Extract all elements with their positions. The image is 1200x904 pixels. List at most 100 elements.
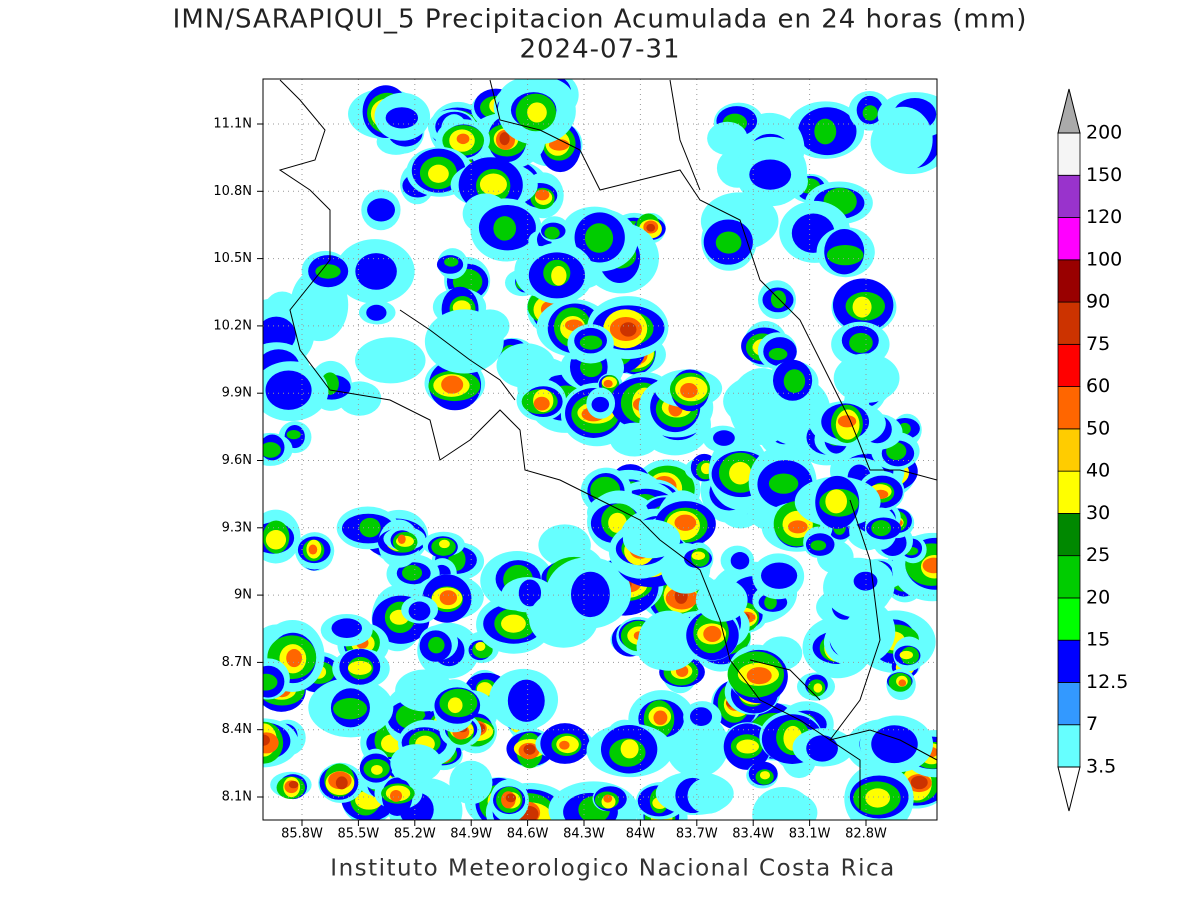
precip-cell [456,133,470,145]
precip-cell [371,764,383,775]
precip-cell [444,257,459,267]
precip-cell [579,335,603,350]
precip-cell [390,744,442,783]
lat-tick-label: 8.1N [222,790,252,805]
coastline [278,79,937,810]
lon-tick-label: 85.2W [394,827,436,842]
lat-tick-label: 8.7N [222,655,252,670]
colorbar-under [1057,766,1081,812]
lon-tick-label: 85.8W [281,827,323,842]
precip-cell [715,231,742,254]
precip-cell [355,253,397,290]
colorbar-swatch [1057,597,1081,641]
border-line [829,499,881,810]
precip-cell [865,788,891,808]
precip-cell [263,442,281,458]
precip-cell [622,519,681,559]
precip-cell [447,697,463,714]
lon-tick-label: 83.7W [676,827,718,842]
precip-cell [852,296,872,318]
precip-cell [871,725,918,764]
precip-cell [288,780,299,789]
lon-tick-label: 84.6W [507,827,549,842]
precip-cell [603,794,613,803]
precip-cell [690,707,713,726]
title: IMN/SARAPIQUI_5 Precipitacion Acumulada … [173,5,1028,35]
precip-cell [408,601,431,621]
precip-cell [533,396,550,411]
precip-cell [810,540,827,551]
colorbar-label: 150 [1086,164,1122,186]
precip-cell [507,679,545,722]
precip-cell [347,660,372,675]
precip-cell [826,244,864,266]
precip-cell [428,164,449,183]
precip-cell [707,121,748,155]
precip-cell [768,473,799,494]
precip-cell [687,777,729,814]
precip-cell [367,198,395,222]
colorbar-swatch [1057,470,1081,514]
colorbar-label: 12.5 [1086,671,1128,693]
precip-cell [499,132,510,146]
colorbar-swatch [1057,513,1081,557]
lat-tick-label: 9N [234,588,252,603]
precip-cell [871,520,892,537]
precip-cell [496,343,556,389]
precip-cell [646,223,656,232]
precip-cell [783,369,806,393]
colorbar-label: 120 [1086,206,1122,228]
precip-cell [825,489,848,514]
precip-cell [439,590,457,606]
precip-cell [265,529,287,550]
colorbar-swatch [1057,301,1081,345]
precip-cell [493,216,517,241]
grid [263,79,937,820]
colorbar-over [1057,88,1081,134]
precip-cell [438,539,450,549]
precip-cell [695,578,748,622]
colorbar-label: 3.5 [1086,756,1116,778]
precip-cell [730,552,750,570]
precip-cell [359,517,381,538]
lon-tick-label: 82.8W [845,827,887,842]
lat-tick-label: 10.2N [213,318,252,333]
coast-line [749,659,821,701]
precip-cell [544,226,560,240]
precip-cell [898,679,907,687]
precip-cell [752,786,814,820]
colorbar-swatch [1057,343,1081,388]
lat-tick-label: 8.4N [222,722,252,737]
precip-cell [760,562,798,589]
precip-cell [787,520,808,534]
precip-cell [475,641,486,651]
precip-cell [523,744,536,755]
precip-cell [653,710,668,725]
precip-cell [265,370,312,410]
precip-cell [286,649,303,668]
precip-cell [263,734,270,746]
footer: Instituto Meteorologico Nacional Costa R… [330,856,895,882]
precip-cell [397,534,406,544]
precip-cell [814,118,837,145]
lat-tick-label: 10.5N [213,251,252,266]
precip-cell [862,105,878,121]
lat-tick-label: 9.3N [222,520,252,535]
precip-cell [551,265,567,286]
lon-tick-label: 83.4W [732,827,774,842]
colorbar-label: 20 [1086,586,1110,608]
precip-cell [674,514,697,531]
precip-cell [620,322,637,337]
precip-cell [736,739,759,754]
precip-field [263,79,937,820]
colorbar-swatch [1057,639,1081,683]
precip-cell [749,159,792,190]
precip-cell [691,551,706,560]
precip-cell [899,650,914,660]
precip-cell [355,337,426,384]
lon-tick-label: 84.3W [563,827,605,842]
colorbar-label: 60 [1086,375,1110,397]
colorbar-swatch [1057,682,1081,726]
border-line [489,79,937,481]
colorbar-swatch [1057,174,1081,218]
